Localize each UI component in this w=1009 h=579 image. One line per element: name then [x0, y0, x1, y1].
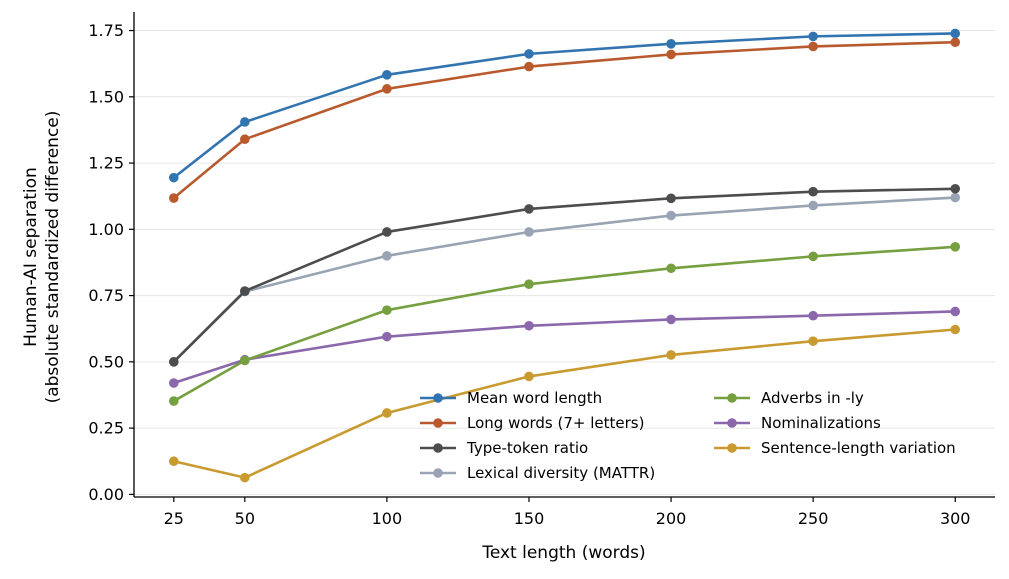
legend-swatch-marker [727, 443, 737, 453]
data-point [950, 28, 961, 39]
data-point [168, 172, 179, 183]
data-point [382, 408, 392, 418]
x-tick-label: 300 [940, 509, 971, 528]
data-point [808, 336, 818, 346]
legend-swatch-marker [433, 393, 443, 403]
data-point [666, 193, 676, 204]
data-point [240, 117, 250, 127]
y-tick-label: 0.50 [88, 352, 124, 371]
axes: 0.00 0.25 0.50 0.75 1.00 1.25 1.50 1.75 25 50 100 1… [88, 12, 995, 528]
data-point [240, 355, 250, 366]
data-point [524, 320, 534, 331]
series-line [172, 32, 957, 179]
data-point [808, 186, 818, 197]
data-point [382, 305, 392, 315]
data-point [950, 306, 961, 317]
data-point [168, 456, 179, 467]
data-point [666, 263, 676, 274]
data-point [240, 134, 250, 145]
legend-label: Sentence-length variation [761, 439, 956, 457]
series-group [168, 28, 961, 483]
series-0 [168, 28, 961, 183]
series-6 [168, 324, 961, 483]
x-axis-label: Text length (words) [481, 543, 645, 563]
legend-swatch-marker [727, 393, 737, 403]
data-point [382, 70, 392, 80]
data-point [808, 41, 818, 52]
data-point [950, 324, 961, 335]
data-point [808, 200, 818, 211]
data-point [168, 378, 179, 388]
data-point [950, 242, 961, 252]
data-point [950, 37, 961, 48]
data-point [524, 227, 534, 237]
data-point [666, 49, 676, 60]
legend-item: Adverbs in -ly [714, 389, 864, 407]
data-point [382, 227, 392, 237]
y-tick-label: 1.25 [88, 154, 124, 173]
data-point [808, 31, 818, 42]
data-point [666, 350, 676, 360]
x-tick-label: 50 [235, 509, 255, 528]
legend-item: Long words (7+ letters) [420, 414, 644, 432]
series-5 [168, 306, 961, 388]
data-point [524, 279, 534, 289]
series-line [172, 40, 957, 200]
y-axis-label-line2: (absolute standardized difference) [43, 111, 63, 404]
legend-label: Lexical diversity (MATTR) [467, 464, 655, 482]
y-tick-label: 0.00 [88, 485, 124, 504]
legend-item: Mean word length [420, 389, 602, 407]
data-point [666, 210, 676, 221]
x-tick-label: 25 [164, 509, 184, 528]
y-tick-label: 1.00 [88, 220, 124, 239]
x-tick-label: 100 [372, 509, 403, 528]
legend-label: Adverbs in -ly [761, 389, 864, 407]
legend-item: Nominalizations [714, 414, 881, 432]
x-tick-label: 200 [656, 509, 687, 528]
legend-swatch-marker [433, 418, 443, 428]
data-point [240, 472, 250, 483]
legend-label: Mean word length [467, 389, 602, 407]
data-point [524, 204, 534, 214]
legend-item: Sentence-length variation [714, 439, 956, 457]
data-point [666, 39, 676, 49]
data-point [168, 357, 179, 367]
data-point [524, 49, 534, 59]
legend-swatch-marker [727, 418, 737, 428]
legend-label: Nominalizations [761, 414, 881, 432]
data-point [950, 192, 961, 203]
data-point [808, 310, 818, 321]
data-point [524, 61, 534, 72]
y-tick-label: 1.50 [88, 87, 124, 106]
y-tick-label: 0.75 [88, 286, 124, 305]
legend-swatch-marker [433, 468, 443, 478]
series-2 [168, 183, 961, 367]
legend-swatch-marker [433, 443, 443, 453]
series-line [172, 187, 957, 364]
data-point [382, 251, 392, 261]
legend-item: Lexical diversity (MATTR) [420, 464, 655, 482]
y-tick-label: 0.25 [88, 419, 124, 438]
data-point [168, 193, 179, 203]
legend-label: Long words (7+ letters) [467, 414, 644, 432]
y-axis-label-line1: Human-AI separation [21, 167, 41, 347]
data-point [382, 331, 392, 342]
x-tick-label: 250 [798, 509, 829, 528]
data-point [240, 286, 250, 296]
data-point [950, 183, 961, 194]
legend-label: Type-token ratio [466, 439, 588, 457]
y-tick-label: 1.75 [88, 21, 124, 40]
data-point [524, 371, 534, 382]
legend-item: Type-token ratio [420, 439, 588, 457]
x-tick-label: 150 [514, 509, 545, 528]
data-point [382, 84, 392, 94]
data-point [808, 251, 818, 262]
data-point [168, 396, 179, 406]
grid [134, 30, 995, 495]
legend: Mean word length Long words (7+ letters) T… [420, 389, 956, 482]
series-1 [168, 37, 961, 203]
series-4 [168, 242, 961, 406]
data-point [666, 314, 676, 325]
